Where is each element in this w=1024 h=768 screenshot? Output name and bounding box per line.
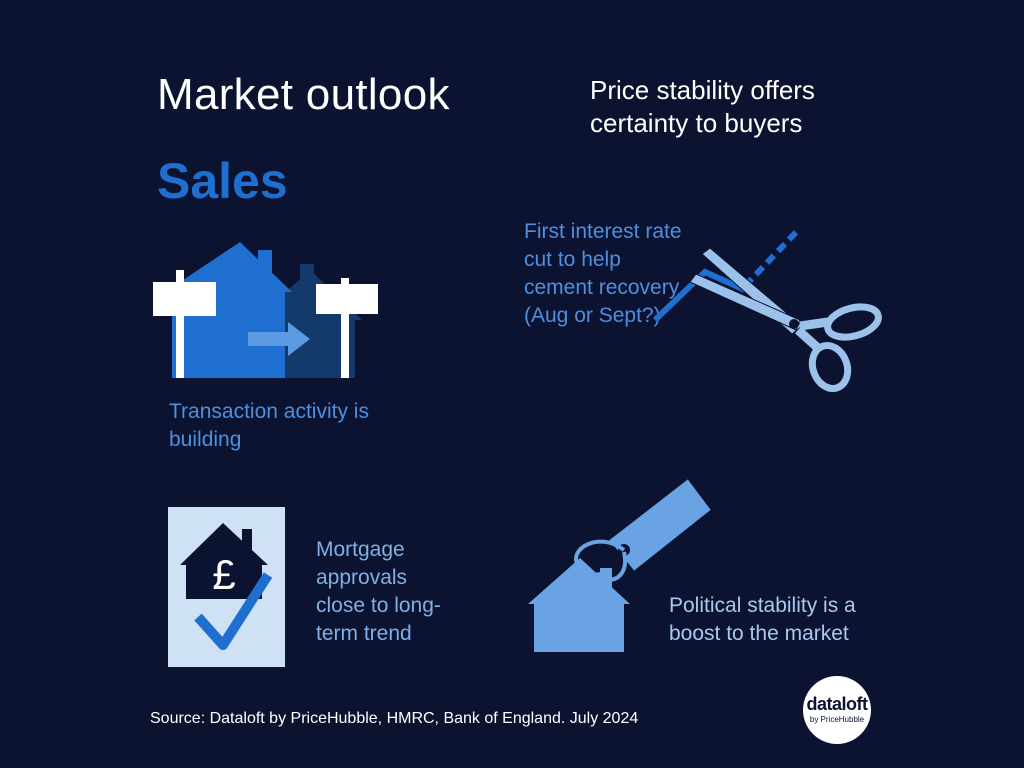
- logo-main: dataloft: [806, 694, 869, 714]
- houses-for-sale-icon: [153, 242, 378, 378]
- house-pound-check-icon: £: [168, 507, 285, 667]
- page-title: Market outlook: [157, 70, 450, 119]
- section-heading: Sales: [157, 153, 288, 209]
- caption-rate-cut: First interest rate cut to help cement r…: [524, 220, 682, 327]
- logo-sub: by PriceHubble: [809, 715, 865, 724]
- source-note: Source: Dataloft by PriceHubble, HMRC, B…: [150, 710, 639, 727]
- caption-transactions: Transaction activity is building: [169, 400, 369, 451]
- caption-political: Political stability is a boost to the ma…: [669, 594, 856, 645]
- scissors-rate-cut-icon: [652, 225, 882, 392]
- dataloft-logo: dataloft by PriceHubble: [803, 676, 871, 744]
- pound-symbol: £: [212, 551, 235, 598]
- house-price-tag-icon: [528, 476, 714, 652]
- caption-mortgage: Mortgage approvals close to long-term tr…: [316, 538, 441, 645]
- tagline: Price stability offers certainty to buye…: [590, 75, 815, 138]
